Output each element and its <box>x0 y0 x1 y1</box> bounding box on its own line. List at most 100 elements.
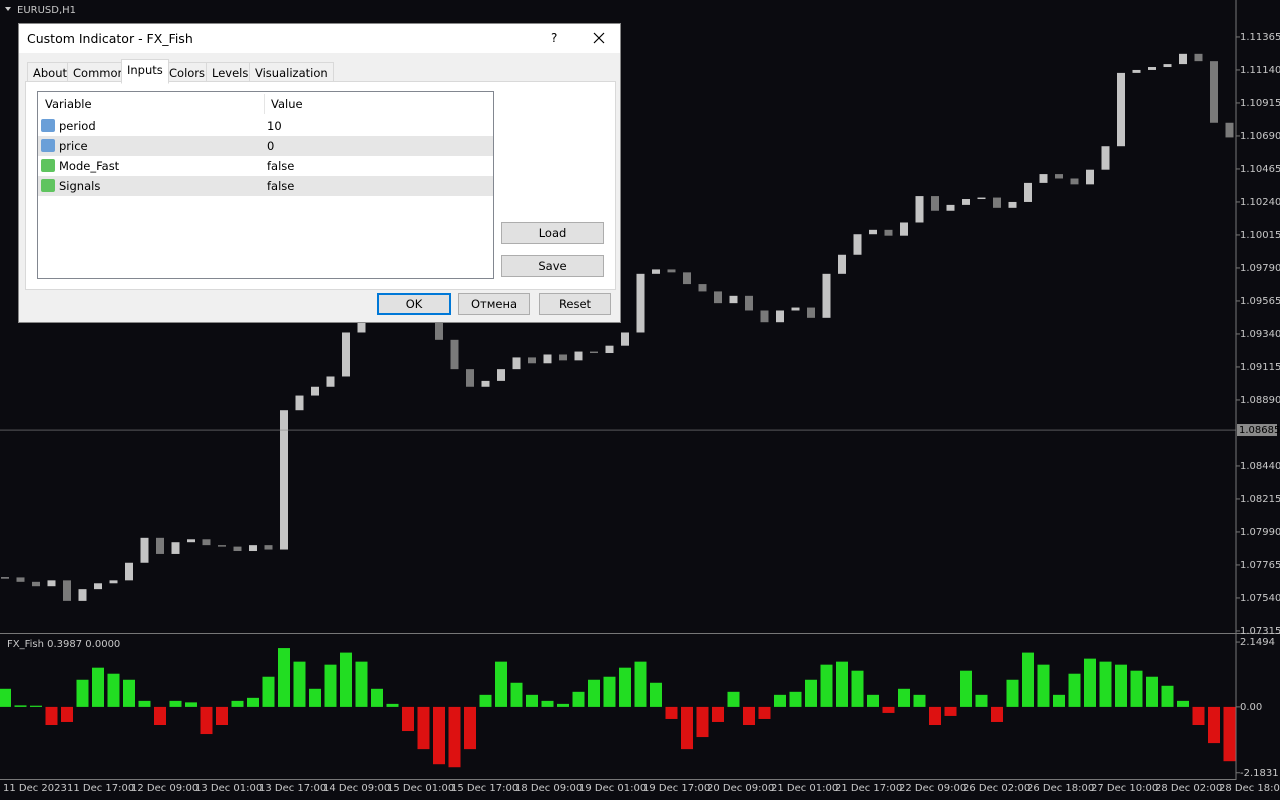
load-button[interactable]: Load <box>501 222 604 244</box>
histogram-bar <box>929 706 941 725</box>
histogram-bar <box>138 700 151 707</box>
y-tick-label: 1.07765 <box>1240 560 1280 571</box>
time-label: 26 Dec 02:00 <box>963 783 1030 794</box>
close-button[interactable] <box>593 32 605 44</box>
y-tick-label: 1.09790 <box>1240 263 1280 274</box>
value: false <box>267 179 295 193</box>
candle-body <box>47 580 56 587</box>
y-tick-label: 1.10240 <box>1240 197 1280 208</box>
candle-body <box>714 291 722 304</box>
candle-body <box>698 284 707 292</box>
time-label: 13 Dec 17:00 <box>259 783 326 794</box>
candle-body <box>1008 201 1017 208</box>
histogram-bar <box>1192 706 1205 725</box>
y-tick-label: 1.09115 <box>1240 362 1280 373</box>
y-tick-label: 0.00 <box>1240 702 1262 713</box>
tab[interactable]: About <box>27 62 74 84</box>
histogram-bar <box>789 691 802 707</box>
y-tick-label: 1.09340 <box>1240 329 1280 340</box>
candle-body <box>931 196 939 211</box>
time-label: 18 Dec 09:00 <box>515 783 582 794</box>
candle-body <box>481 380 490 387</box>
input-row[interactable]: period 10 <box>38 116 493 136</box>
tab[interactable]: Levels <box>206 62 255 84</box>
candle-body <box>1148 67 1156 70</box>
candle-body <box>1101 146 1110 170</box>
time-label: 28 Dec 02:00 <box>1155 783 1222 794</box>
histogram-bar <box>278 648 290 707</box>
histogram-bar <box>371 688 383 707</box>
histogram-bar <box>805 679 817 707</box>
variable: Mode_Fast <box>59 159 120 173</box>
save-button[interactable]: Save <box>501 255 604 277</box>
candle-body <box>1024 182 1032 202</box>
histogram-bar <box>774 694 786 707</box>
candle-body <box>233 546 242 552</box>
histogram-bar <box>386 703 399 707</box>
histogram-bar <box>200 706 213 735</box>
candle-body <box>528 357 536 364</box>
candle-body <box>1132 69 1141 73</box>
time-label: 15 Dec 17:00 <box>451 783 518 794</box>
candle-body <box>962 199 970 205</box>
current-price-label: 1.08685 <box>1239 425 1280 436</box>
reset-button[interactable]: Reset <box>539 293 611 315</box>
ok-button[interactable]: OK <box>377 293 451 315</box>
histogram-bar <box>169 700 182 707</box>
help-button[interactable]: ? <box>551 31 558 45</box>
histogram-bar <box>495 661 507 707</box>
time-label: 28 Dec 18:00 <box>1219 783 1280 794</box>
histogram-bar <box>1053 694 1065 707</box>
histogram-bar <box>1068 673 1081 707</box>
time-label: 11 Dec 17:00 <box>67 783 134 794</box>
candle-body <box>125 562 133 581</box>
candle-body <box>202 539 211 546</box>
histogram-bar <box>913 694 926 707</box>
y-tick-label: 2.1494 <box>1240 637 1275 648</box>
tab[interactable]: Common <box>67 62 131 84</box>
candle-body <box>1039 174 1048 183</box>
y-tick-label: 1.11140 <box>1240 65 1280 76</box>
candle-body <box>295 395 304 411</box>
dialog: Custom Indicator - FX_Fish ? About Commo… <box>18 23 621 323</box>
histogram-bar <box>526 694 538 707</box>
y-tick-label: 1.07990 <box>1240 527 1280 538</box>
candle-body <box>342 332 350 377</box>
candle-body <box>869 229 877 235</box>
candle-body <box>435 310 443 340</box>
tab-active[interactable]: Inputs <box>121 59 169 84</box>
input-row[interactable]: price 0 <box>38 136 493 156</box>
candle-body <box>1086 169 1094 185</box>
candle-body <box>156 537 164 554</box>
histogram-bar <box>743 706 755 725</box>
tab[interactable]: Visualization <box>249 62 334 84</box>
variable: Signals <box>59 179 101 193</box>
histogram-bar <box>45 706 58 725</box>
histogram-bar <box>479 694 492 707</box>
input-row[interactable]: Signals false <box>38 176 493 196</box>
histogram-bar <box>107 673 120 707</box>
candle-body <box>326 376 335 387</box>
candle-body <box>1210 61 1218 123</box>
histogram-bar <box>572 691 585 707</box>
y-tick-label: 1.11365 <box>1240 32 1280 43</box>
candle-body <box>667 269 676 273</box>
cancel-button[interactable]: Отмена <box>458 293 530 315</box>
variable: period <box>59 119 96 133</box>
candle-body <box>109 580 118 584</box>
input-row[interactable]: Mode_Fast false <box>38 156 493 176</box>
histogram-bar <box>1006 679 1019 707</box>
y-tick-label: 1.09565 <box>1240 296 1280 307</box>
candle-body <box>729 295 738 304</box>
candle-body <box>636 273 645 333</box>
candle-body <box>311 386 319 396</box>
y-tick-label: 1.10465 <box>1240 164 1280 175</box>
candle-body <box>1070 178 1079 185</box>
histogram-bar <box>727 691 740 707</box>
histogram-bar <box>216 706 228 725</box>
histogram-bar <box>619 667 631 707</box>
histogram-bar <box>448 706 461 768</box>
histogram-bar <box>541 700 554 707</box>
candle-body <box>1163 64 1172 68</box>
candle-body <box>574 351 583 361</box>
